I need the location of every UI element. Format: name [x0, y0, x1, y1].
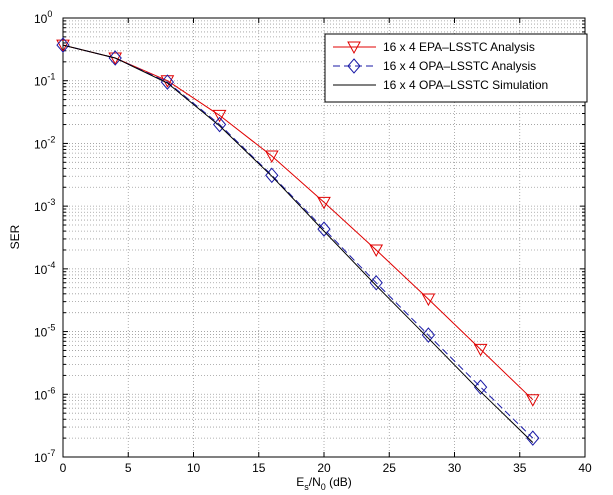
y-tick-label: 100 — [34, 9, 52, 26]
x-axis-label: Es/N0 (dB) — [296, 475, 352, 492]
data-point-marker — [421, 293, 436, 307]
series-3 — [62, 44, 534, 443]
data-point-marker — [56, 37, 70, 53]
x-tick-label: 15 — [252, 461, 266, 475]
legend: 16 x 4 EPA–LSSTC Analysis 16 x 4 OPA–LSST… — [324, 33, 588, 103]
legend-entry: 16 x 4 OPA–LSSTC Simulation — [333, 78, 548, 92]
x-tick-labels: 0 5 10 15 20 25 30 35 40 — [60, 461, 592, 475]
y-tick-label: 10-4 — [34, 260, 55, 277]
data-point-marker — [212, 109, 227, 123]
data-point-marker — [473, 379, 488, 395]
data-point-marker — [108, 52, 123, 66]
legend-entry: 16 x 4 OPA–LSSTC Analysis — [333, 58, 536, 74]
legend-entry: 16 x 4 EPA–LSSTC Analysis — [333, 40, 535, 55]
y-tick-label: 10-3 — [34, 197, 55, 214]
data-point-marker — [421, 327, 436, 343]
x-tick-label: 10 — [187, 461, 201, 475]
data-point-marker — [369, 275, 383, 291]
data-point-marker — [264, 150, 279, 164]
y-tick-label: 10-1 — [34, 72, 55, 89]
data-point-marker — [526, 430, 540, 446]
x-tick-label: 0 — [60, 461, 67, 475]
series-line — [62, 44, 534, 439]
data-point-marker — [369, 244, 384, 258]
y-tick-label: 10-7 — [34, 448, 55, 465]
legend-box — [324, 33, 588, 103]
legend-label: 16 x 4 OPA–LSSTC Simulation — [383, 78, 548, 92]
y-axis-label: SER — [8, 224, 22, 249]
data-point-marker — [108, 50, 122, 66]
legend-label: 16 x 4 OPA–LSSTC Analysis — [383, 59, 536, 73]
series-line — [62, 44, 534, 443]
y-tick-label: 10-2 — [34, 134, 55, 151]
x-tick-label: 40 — [578, 461, 592, 475]
data-point-marker — [525, 394, 540, 407]
y-tick-labels: 100 10-1 10-2 10-3 10-4 10-5 10-6 10-7 — [34, 9, 55, 465]
data-point-marker — [347, 41, 361, 55]
x-tick-label: 5 — [125, 461, 132, 475]
y-tick-label: 10-6 — [34, 385, 55, 402]
data-point-marker — [160, 74, 175, 90]
x-tick-label: 25 — [383, 461, 397, 475]
data-point-marker — [347, 58, 361, 74]
x-tick-label: 35 — [513, 461, 527, 475]
data-point-marker — [473, 343, 488, 357]
data-point-marker — [317, 196, 331, 210]
x-tick-label: 20 — [317, 461, 331, 475]
series-line — [62, 44, 534, 401]
legend-label: 16 x 4 EPA–LSSTC Analysis — [383, 40, 535, 54]
series-layer — [56, 37, 540, 446]
x-tick-label: 30 — [448, 461, 462, 475]
y-tick-label: 10-5 — [34, 323, 55, 340]
